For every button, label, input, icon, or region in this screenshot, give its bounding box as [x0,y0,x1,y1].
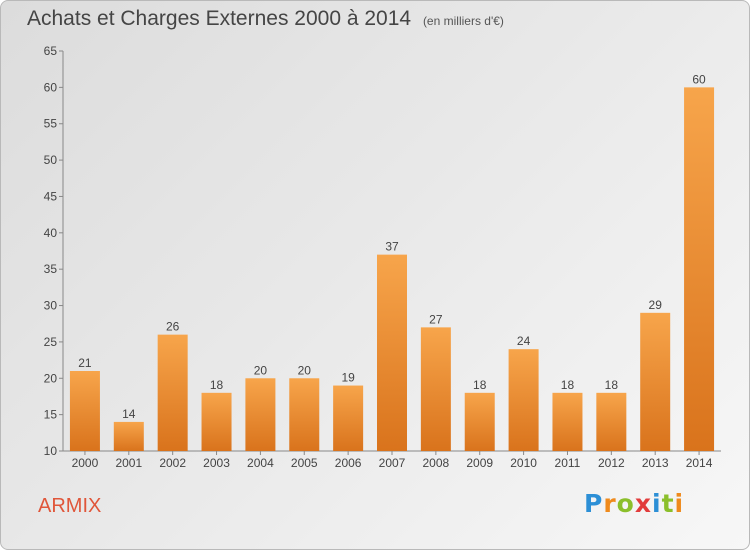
bar [552,392,583,451]
bar-value-label: 18 [210,378,224,392]
proxiti-logo: Proxiti [584,489,684,518]
logo-letter: i [652,489,662,518]
x-tick-label: 2001 [115,456,142,470]
logo-letter: r [603,489,617,518]
bar-value-label: 27 [429,312,443,326]
y-tick-label: 10 [44,444,58,458]
bar [333,385,364,451]
y-tick-label: 50 [44,153,58,167]
bar-value-label: 21 [78,356,92,370]
x-tick-label: 2007 [379,456,406,470]
bar [201,392,232,451]
bar-value-label: 18 [473,378,487,392]
x-tick-label: 2009 [466,456,493,470]
bar [464,392,495,451]
x-tick-label: 2013 [642,456,669,470]
y-tick-label: 20 [44,371,58,385]
logo-letter: i [674,489,685,518]
bar [113,421,144,451]
y-tick-label: 40 [44,226,58,240]
bar-value-label: 24 [517,334,531,348]
bar-value-label: 26 [166,320,180,334]
x-tick-label: 2004 [247,456,274,470]
y-tick-label: 60 [44,80,58,94]
logo-letter: x [634,489,652,518]
bar-value-label: 29 [649,298,663,312]
y-tick-label: 25 [44,335,58,349]
bar [69,371,100,451]
bar-value-label: 37 [385,240,399,254]
x-tick-label: 2012 [598,456,625,470]
x-tick-label: 2014 [686,456,713,470]
city-label: ARMIX [38,495,102,517]
bar-value-label: 18 [561,378,575,392]
bar [289,378,320,451]
bar-value-label: 14 [122,407,136,421]
bar [245,378,276,451]
y-tick-label: 65 [44,44,58,58]
logo-letter: o [616,489,635,518]
bar-value-label: 19 [341,371,355,385]
bar [684,87,715,451]
x-tick-label: 2002 [159,456,186,470]
x-tick-label: 2003 [203,456,230,470]
x-tick-label: 2006 [335,456,362,470]
logo-letter: P [584,489,604,518]
y-tick-label: 30 [44,299,58,313]
bar [596,392,627,451]
chart-subtitle: (en milliers d'€) [422,14,504,28]
chart-title-text: Achats et Charges Externes 2000 à 2014 [27,7,412,30]
y-tick-label: 55 [44,117,58,131]
bar [157,334,188,451]
bar-value-label: 18 [605,378,619,392]
bar-value-label: 20 [298,363,312,377]
bar-value-label: 60 [692,72,706,86]
x-tick-label: 2011 [555,456,581,470]
x-tick-label: 2008 [423,456,450,470]
bar [377,254,407,451]
bar-value-label: 20 [254,363,268,377]
chart-title: Achats et Charges Externes 2000 à 2014 (… [27,7,504,31]
x-tick-label: 2000 [72,456,99,470]
bar [640,312,671,451]
y-tick-label: 15 [44,408,58,422]
bar [420,327,451,451]
y-tick-label: 45 [44,189,58,203]
y-tick-label: 35 [44,262,58,276]
bar [508,349,539,451]
x-tick-label: 2005 [291,456,318,470]
logo-letter: t [661,489,675,518]
x-tick-label: 2010 [510,456,537,470]
